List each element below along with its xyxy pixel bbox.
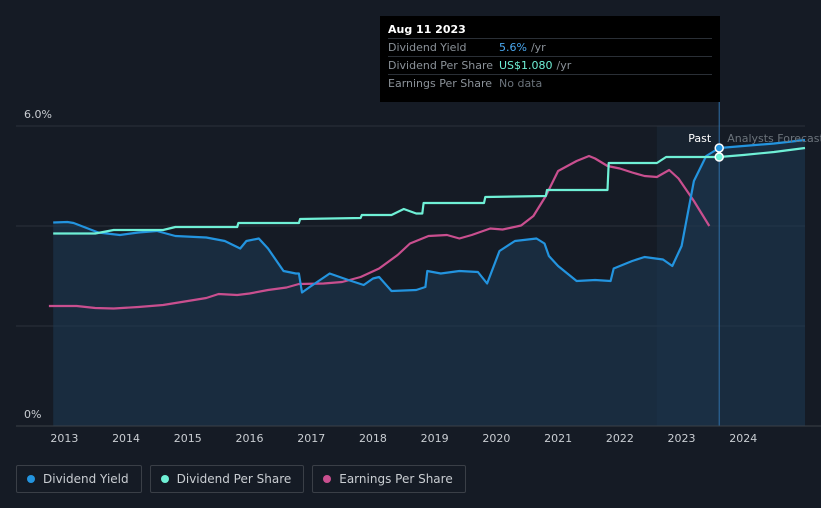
dividend-chart: 6.0% 0% 2013 2014 2015 2016 2017 2018 2019 2020 20…: [16, 100, 821, 445]
tooltip-date: Aug 11 2023: [388, 23, 466, 36]
tooltip-row-dividend-yield: Dividend Yield 5.6% /yr: [388, 38, 712, 56]
x-tick-label: 2023: [668, 432, 696, 445]
dividend-yield-line: [53, 138, 806, 294]
x-tick-label: 2024: [729, 432, 757, 445]
y-tick-label: 6.0%: [24, 108, 52, 121]
tooltip-label: Earnings Per Share: [388, 77, 493, 90]
legend-item-dividend-yield[interactable]: Dividend Yield: [16, 465, 142, 493]
legend-dot-icon: [323, 475, 332, 483]
x-tick-label: 2014: [112, 432, 140, 445]
tooltip-unit: /yr: [530, 41, 546, 54]
x-tick-label: 2019: [421, 432, 449, 445]
x-tick-label: 2017: [297, 432, 325, 445]
legend-item-dividend-per-share[interactable]: Dividend Per Share: [149, 465, 305, 493]
tooltip-label: Dividend Per Share: [388, 59, 494, 72]
legend-label: Earnings Per Share: [339, 472, 453, 486]
tooltip-row-dividend-per-share: Dividend Per Share US$1.080 /yr: [388, 56, 712, 74]
x-tick-label: 2018: [359, 432, 387, 445]
dividend-per-share-marker: [714, 152, 724, 162]
x-tick-label: 2013: [50, 432, 78, 445]
x-tick-label: 2015: [174, 432, 202, 445]
tooltip-value: 5.6%: [499, 41, 527, 54]
tooltip-unit: /yr: [556, 59, 572, 72]
dividend-per-share-line: [53, 146, 806, 235]
legend-item-earnings-per-share[interactable]: Earnings Per Share: [312, 465, 466, 493]
legend-dot-icon: [27, 475, 35, 483]
legend: Dividend Yield Dividend Per Share Earnin…: [16, 465, 466, 493]
tooltip-value: No data: [499, 77, 543, 90]
tooltip-label: Dividend Yield: [388, 41, 467, 54]
tooltip: Aug 11 2023 Dividend Yield 5.6% /yr Divi…: [380, 16, 720, 102]
earnings-per-share-line: [48, 154, 711, 310]
x-tick-label: 2021: [544, 432, 572, 445]
legend-dot-icon: [160, 475, 169, 483]
legend-label: Dividend Yield: [43, 472, 129, 486]
forecast-label: Analysts Forecasts: [727, 132, 821, 145]
legend-label: Dividend Per Share: [176, 472, 292, 486]
dividend-yield-marker: [714, 143, 724, 153]
tooltip-value: US$1.080: [499, 59, 553, 72]
x-tick-label: 2020: [482, 432, 510, 445]
dividend-yield-area: [53, 140, 805, 426]
tooltip-row-earnings-per-share: Earnings Per Share No data: [388, 74, 712, 92]
x-tick-label: 2022: [606, 432, 634, 445]
y-tick-label: 0%: [24, 408, 41, 421]
past-label: Past: [688, 132, 712, 145]
x-tick-label: 2016: [236, 432, 264, 445]
